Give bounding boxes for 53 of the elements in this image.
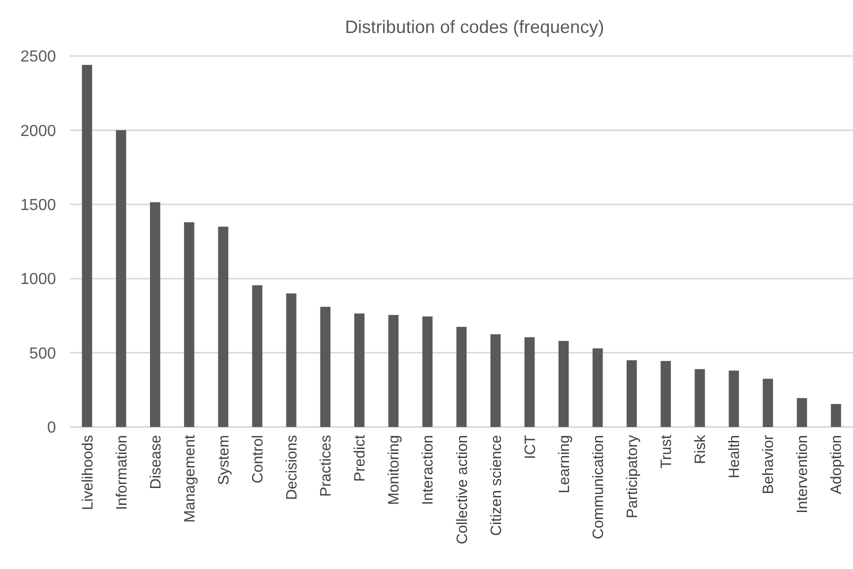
x-tick-label: Collective action	[454, 435, 471, 544]
x-tick-label: Monitoring	[386, 435, 403, 506]
bar	[456, 326, 467, 427]
x-tick-label: Behavior	[760, 434, 778, 494]
bar	[116, 130, 126, 427]
bar	[660, 360, 671, 427]
bar	[218, 226, 228, 427]
x-tick-label: Learning	[556, 435, 573, 494]
x-tick-label: Communication	[590, 435, 607, 540]
bar	[320, 306, 330, 427]
bar	[82, 64, 92, 427]
bar	[354, 313, 364, 427]
bar	[490, 334, 501, 427]
x-tick-label: Adoption	[828, 435, 846, 494]
bar	[524, 337, 535, 427]
x-tick-label: Practices	[318, 435, 335, 497]
x-tick-label: Risk	[692, 434, 710, 464]
x-tick-label: Predict	[352, 434, 369, 482]
bar	[626, 360, 637, 427]
bar	[388, 314, 399, 427]
bar	[728, 370, 739, 427]
x-tick-label: Information	[113, 435, 130, 510]
bar	[422, 316, 433, 427]
bar	[252, 285, 262, 427]
x-tick-label: Disease	[147, 435, 164, 490]
bar	[150, 202, 160, 427]
y-tick-label: 1000	[20, 271, 56, 288]
x-tick-label: Participatory	[624, 434, 641, 518]
x-tick-label: Health	[726, 435, 744, 478]
bar	[830, 404, 842, 427]
x-tick-label: Trust	[658, 434, 676, 469]
bar	[796, 398, 808, 427]
y-tick-label: 0	[47, 420, 56, 437]
y-tick-label: 2500	[20, 48, 56, 66]
bar	[694, 369, 705, 427]
x-tick-label: Livelihoods	[79, 435, 96, 510]
bar	[286, 293, 296, 427]
x-tick-label: System	[215, 435, 232, 486]
bar	[592, 348, 603, 427]
bar	[558, 340, 569, 427]
bar	[184, 222, 194, 427]
y-tick-label: 500	[29, 345, 56, 362]
x-tick-label: Intervention	[794, 435, 812, 514]
y-tick-label: 2000	[20, 122, 56, 140]
chart-title: Distribution of codes (frequency)	[344, 17, 604, 37]
x-tick-label: Interaction	[420, 435, 437, 506]
x-tick-label: Control	[249, 435, 266, 484]
bar	[762, 378, 773, 427]
x-tick-label: Decisions	[284, 435, 301, 500]
y-tick-label: 1500	[20, 197, 56, 214]
x-tick-label: Citizen science	[488, 435, 505, 536]
x-tick-label: Management	[181, 434, 198, 523]
x-tick-label: ICT	[522, 435, 539, 460]
